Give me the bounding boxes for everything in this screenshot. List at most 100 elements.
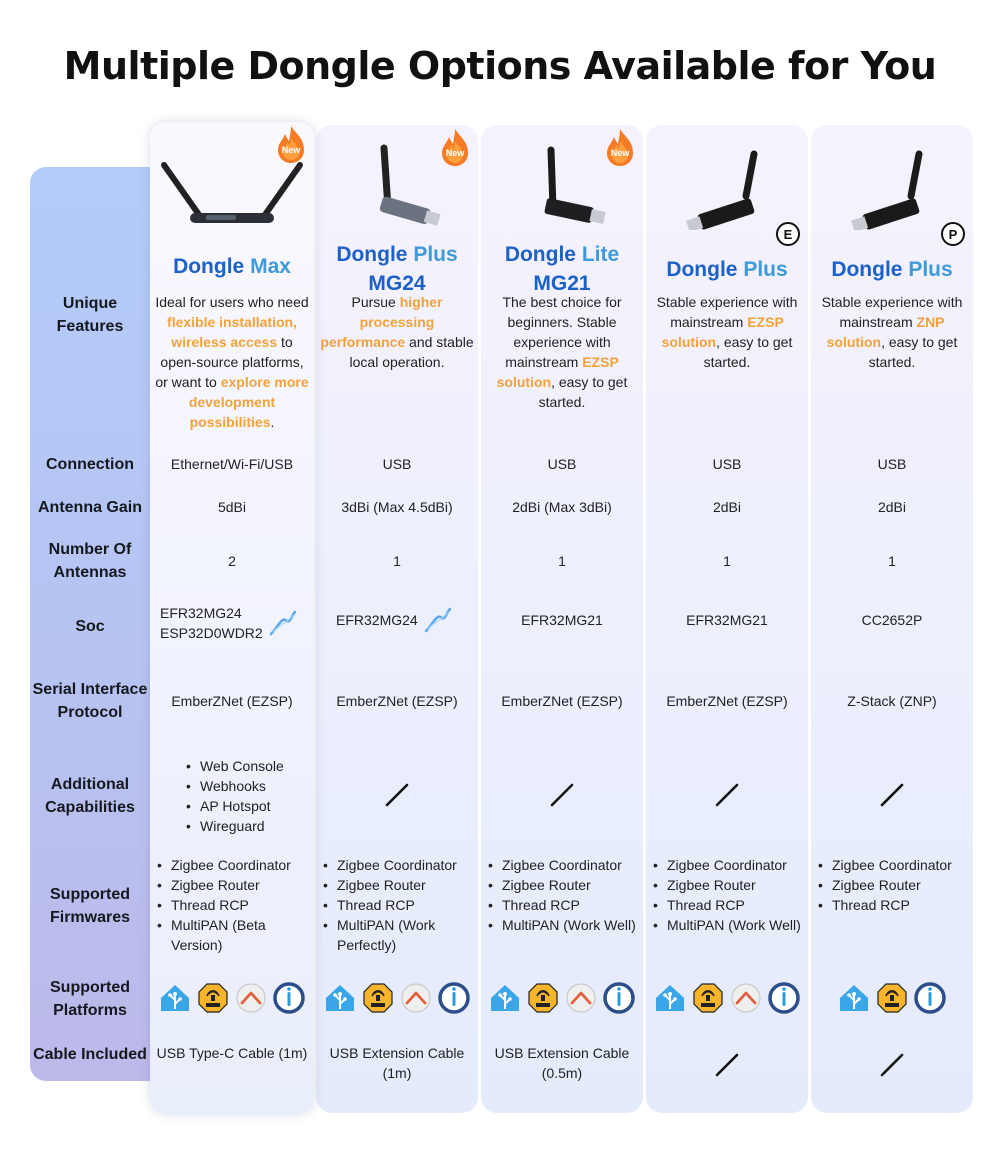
firmware-item: MultiPAN (Work Well) bbox=[488, 915, 636, 935]
unique-features-cell: The best choice for beginners. Stable ex… bbox=[481, 292, 643, 432]
serial-protocol-cell: EmberZNet (EZSP) bbox=[666, 693, 788, 709]
dongle-plus-image bbox=[851, 150, 923, 233]
soc-line-2: ESP32D0WDR2 bbox=[160, 625, 263, 641]
platforms-cell bbox=[646, 980, 808, 1016]
platforms-cell bbox=[150, 980, 314, 1016]
row-label-soc: Soc bbox=[75, 617, 105, 635]
home-assistant-icon bbox=[326, 985, 354, 1011]
cable-cell bbox=[646, 1051, 808, 1079]
platform-icons bbox=[654, 982, 800, 1014]
capability-item: Webhooks bbox=[186, 776, 284, 796]
new-badge-label: New bbox=[445, 148, 465, 158]
cable-cell: USB Type-C Cable (1m) bbox=[156, 1045, 308, 1061]
row-label-antenna-gain: Antenna Gain bbox=[37, 498, 142, 516]
product-name-sub: Plus bbox=[413, 243, 458, 266]
connection-cell: Ethernet/Wi-Fi/USB bbox=[170, 456, 294, 472]
firmware-item: Thread RCP bbox=[323, 895, 476, 915]
iobroker-icon bbox=[273, 982, 305, 1014]
iobroker-icon bbox=[438, 982, 470, 1014]
product-column-dongle-max: New Dongle Max Ideal for users who need fl… bbox=[150, 122, 314, 1114]
new-flame-icon bbox=[442, 129, 468, 166]
firmware-item: Thread RCP bbox=[157, 895, 312, 915]
dongle-plus-image bbox=[686, 150, 758, 233]
cable-cell: USB Extension Cable (1m) bbox=[329, 1045, 465, 1081]
openhab-icon bbox=[401, 983, 431, 1013]
not-available-dash-icon bbox=[880, 783, 904, 807]
firmwares-list: Zigbee CoordinatorZigbee RouterThread RC… bbox=[818, 855, 952, 915]
feature-text-segment: Pursue bbox=[351, 294, 400, 310]
firmware-item: Zigbee Coordinator bbox=[488, 855, 636, 875]
capabilities-cell bbox=[646, 781, 808, 809]
product-column-dongle-lite-mg21: New Dongle Lite MG21 The best choice for be… bbox=[481, 125, 643, 1113]
product-name-main: Dongle bbox=[666, 257, 738, 281]
serial-protocol-cell: EmberZNet (EZSP) bbox=[336, 693, 458, 709]
platform-icons bbox=[159, 982, 305, 1014]
capabilities-cell: Web ConsoleWebhooksAP HotspotWireguard bbox=[150, 752, 314, 840]
antenna-gain-cell: 3dBi (Max 4.5dBi) bbox=[341, 499, 453, 515]
mqtt-icon bbox=[693, 983, 723, 1013]
soc-cell: CC2652P bbox=[811, 606, 973, 634]
firmwares-cell: Zigbee CoordinatorZigbee RouterThread RC… bbox=[150, 855, 314, 955]
page-title: Multiple Dongle Options Available for Yo… bbox=[63, 44, 937, 88]
feature-text-segment: higher processing performance bbox=[320, 294, 443, 350]
product-name: Dongle Plus MG24 bbox=[316, 237, 478, 301]
mqtt-icon bbox=[363, 983, 393, 1013]
product-name-line2: MG24 bbox=[368, 272, 426, 295]
firmware-item: Zigbee Coordinator bbox=[323, 855, 476, 875]
capability-item: AP Hotspot bbox=[186, 796, 284, 816]
firmwares-cell: Zigbee CoordinatorZigbee RouterThread RC… bbox=[316, 855, 478, 955]
soc-cell: EFR32MG24 ESP32D0WDR2 bbox=[150, 602, 314, 644]
soc-line-1: EFR32MG21 bbox=[521, 612, 603, 628]
row-label-serial: Serial Interface Protocol bbox=[32, 681, 148, 721]
feature-text-segment: EZSP solution bbox=[661, 314, 784, 350]
soc-line-1: EFR32MG24 bbox=[160, 605, 242, 621]
antenna-gain-cell: 2dBi bbox=[712, 499, 742, 515]
feature-text-segment: The best choice for beginners. Stable ex… bbox=[502, 294, 622, 370]
feature-text-segment: explore more development possibilities bbox=[188, 374, 309, 430]
firmware-item: MultiPAN (Beta Version) bbox=[157, 915, 312, 955]
openhab-icon bbox=[236, 983, 266, 1013]
home-assistant-icon bbox=[161, 985, 189, 1011]
not-available-dash-icon bbox=[550, 783, 574, 807]
openhab-icon bbox=[566, 983, 596, 1013]
capability-item: Web Console bbox=[186, 756, 284, 776]
antennas-cell: 1 bbox=[723, 553, 731, 569]
capability-item: Wireguard bbox=[186, 816, 284, 836]
firmware-item: Zigbee Router bbox=[818, 875, 952, 895]
variant-badge: P bbox=[941, 222, 965, 246]
firmwares-cell: Zigbee CoordinatorZigbee RouterThread RC… bbox=[481, 855, 643, 955]
firmwares-cell: Zigbee CoordinatorZigbee RouterThread RC… bbox=[811, 855, 973, 955]
product-name-main: Dongle bbox=[173, 254, 245, 278]
firmwares-list: Zigbee CoordinatorZigbee RouterThread RC… bbox=[157, 855, 312, 955]
feature-text-segment: , easy to get started. bbox=[538, 374, 628, 410]
firmware-item: MultiPAN (Work Perfectly) bbox=[323, 915, 476, 955]
platforms-cell bbox=[316, 980, 478, 1016]
firmware-item: Zigbee Coordinator bbox=[157, 855, 312, 875]
serial-protocol-cell: EmberZNet (EZSP) bbox=[501, 693, 623, 709]
unique-features-cell: Stable experience with mainstream ZNP so… bbox=[811, 292, 973, 432]
product-name: Dongle Max bbox=[150, 234, 314, 298]
product-image bbox=[646, 140, 808, 233]
soc-cell: EFR32MG24 bbox=[316, 606, 478, 634]
feature-text-segment: flexible installation, wireless access bbox=[167, 314, 297, 350]
sparkle-icon bbox=[269, 610, 296, 636]
product-name-main: Dongle bbox=[831, 257, 903, 281]
unique-features-cell: Pursue higher processing performance and… bbox=[316, 292, 478, 432]
row-label-connection: Connection bbox=[46, 455, 134, 473]
antenna-gain-cell: 2dBi (Max 3dBi) bbox=[512, 499, 612, 515]
new-flame-icon bbox=[278, 126, 304, 163]
serial-protocol-cell: EmberZNet (EZSP) bbox=[171, 693, 293, 709]
mqtt-icon bbox=[198, 983, 228, 1013]
antenna-gain-cell: 5dBi bbox=[217, 499, 247, 515]
capabilities-list: Web ConsoleWebhooksAP HotspotWireguard bbox=[186, 756, 284, 836]
product-name: Dongle Lite MG21 bbox=[481, 237, 643, 301]
platforms-cell bbox=[811, 980, 973, 1016]
not-available-dash-icon bbox=[715, 783, 739, 807]
capabilities-cell bbox=[811, 781, 973, 809]
new-badge-label: New bbox=[610, 148, 630, 158]
not-included-dash-icon bbox=[715, 1053, 739, 1077]
firmwares-list: Zigbee CoordinatorZigbee RouterThread RC… bbox=[323, 855, 476, 955]
not-included-dash-icon bbox=[880, 1053, 904, 1077]
new-badge-label: New bbox=[281, 145, 301, 155]
antennas-cell: 1 bbox=[888, 553, 896, 569]
